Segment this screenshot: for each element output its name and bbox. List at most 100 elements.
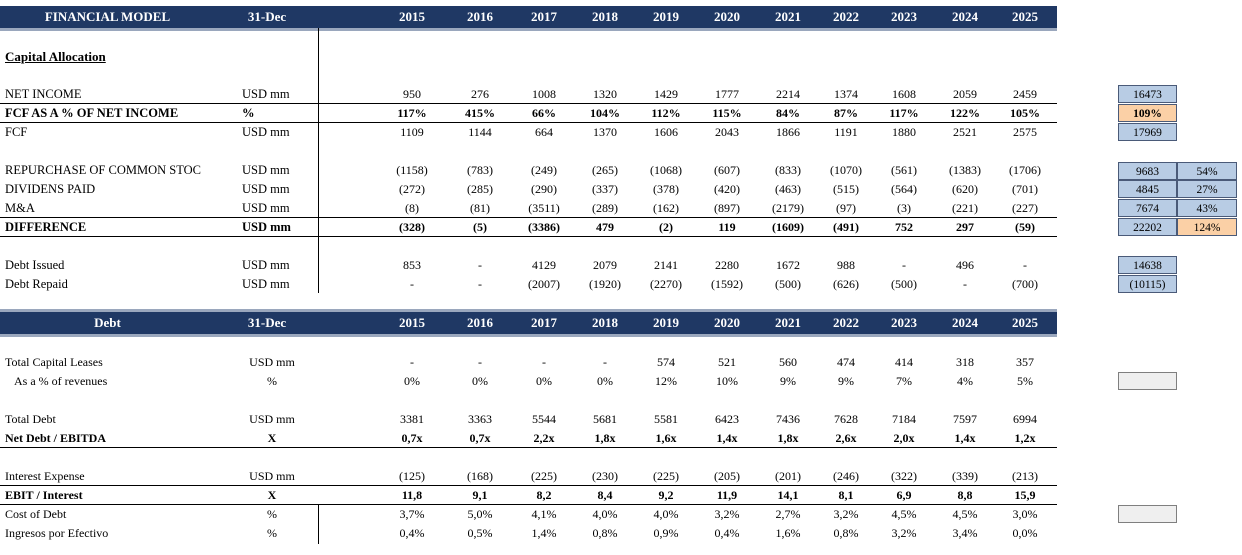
value-cell[interactable]: 8,8 <box>957 488 973 502</box>
value-cell[interactable]: 117% <box>397 106 427 120</box>
side-total-net-income[interactable]: 16473 <box>1118 85 1177 103</box>
value-cell[interactable]: 0,4% <box>399 526 425 540</box>
value-cell[interactable]: 6,9 <box>896 488 912 502</box>
value-cell[interactable]: (2007) <box>528 277 560 291</box>
value-cell[interactable]: 4,1% <box>531 507 557 521</box>
value-cell[interactable]: 2521 <box>953 125 977 139</box>
side-total-debt-repaid[interactable]: (10115) <box>1118 275 1177 293</box>
empty-input-cell[interactable] <box>1118 372 1177 390</box>
value-cell[interactable]: 5,0% <box>467 507 493 521</box>
value-cell[interactable]: 988 <box>837 258 855 272</box>
value-cell[interactable]: - <box>410 355 414 369</box>
value-cell[interactable]: (561) <box>891 163 917 177</box>
value-cell[interactable]: (289) <box>592 201 618 215</box>
side-pct-repurchase[interactable]: 54% <box>1177 162 1237 180</box>
value-cell[interactable]: 5% <box>1017 374 1033 388</box>
side-total-ma[interactable]: 7674 <box>1118 199 1177 217</box>
value-cell[interactable]: (162) <box>653 201 679 215</box>
value-cell[interactable]: 7436 <box>776 412 800 426</box>
value-cell[interactable]: 3363 <box>468 412 492 426</box>
value-cell[interactable]: 574 <box>657 355 675 369</box>
value-cell[interactable]: - <box>478 258 482 272</box>
value-cell[interactable]: (3) <box>897 201 911 215</box>
value-cell[interactable]: 8,2 <box>536 488 552 502</box>
value-cell[interactable]: (81) <box>470 201 490 215</box>
value-cell[interactable]: (1920) <box>589 277 621 291</box>
value-cell[interactable]: 1672 <box>776 258 800 272</box>
value-cell[interactable]: 1,8x <box>594 431 616 445</box>
value-cell[interactable]: 7% <box>896 374 912 388</box>
value-cell[interactable]: (564) <box>891 182 917 196</box>
value-cell[interactable]: (322) <box>891 469 917 483</box>
value-cell[interactable]: 11,8 <box>401 488 423 502</box>
value-cell[interactable]: 4129 <box>532 258 556 272</box>
value-cell[interactable]: 1866 <box>776 125 800 139</box>
value-cell[interactable]: (225) <box>531 469 557 483</box>
value-cell[interactable]: 2280 <box>715 258 739 272</box>
value-cell[interactable]: 7628 <box>834 412 858 426</box>
value-cell[interactable]: (272) <box>399 182 425 196</box>
value-cell[interactable]: 0% <box>472 374 488 388</box>
value-cell[interactable]: 112% <box>651 106 681 120</box>
value-cell[interactable]: 276 <box>471 87 489 101</box>
value-cell[interactable]: 3381 <box>400 412 424 426</box>
value-cell[interactable]: 66% <box>532 106 556 120</box>
value-cell[interactable]: 2079 <box>593 258 617 272</box>
value-cell[interactable]: (1158) <box>396 163 428 177</box>
value-cell[interactable]: 2214 <box>776 87 800 101</box>
value-cell[interactable]: 1,6x <box>655 431 677 445</box>
value-cell[interactable]: (620) <box>952 182 978 196</box>
side-total-repurchase[interactable]: 9683 <box>1118 162 1177 180</box>
value-cell[interactable]: 8,4 <box>597 488 613 502</box>
value-cell[interactable]: (227) <box>1012 201 1038 215</box>
value-cell[interactable]: 5581 <box>654 412 678 426</box>
value-cell[interactable]: 2141 <box>654 258 678 272</box>
value-cell[interactable]: (225) <box>653 469 679 483</box>
side-total-difference[interactable]: 22202 <box>1118 218 1177 236</box>
value-cell[interactable]: 84% <box>776 106 800 120</box>
value-cell[interactable]: 4,0% <box>653 507 679 521</box>
value-cell[interactable]: 950 <box>403 87 421 101</box>
value-cell[interactable]: 9% <box>838 374 854 388</box>
value-cell[interactable]: (783) <box>467 163 493 177</box>
value-cell[interactable]: (337) <box>592 182 618 196</box>
value-cell[interactable]: - <box>542 355 546 369</box>
value-cell[interactable]: (205) <box>714 469 740 483</box>
value-cell[interactable]: 10% <box>716 374 738 388</box>
value-cell[interactable]: 4,5% <box>952 507 978 521</box>
value-cell[interactable]: (1706) <box>1009 163 1041 177</box>
value-cell[interactable]: 474 <box>837 355 855 369</box>
value-cell[interactable]: 115% <box>712 106 742 120</box>
side-total-dividends[interactable]: 4845 <box>1118 180 1177 198</box>
value-cell[interactable]: (1068) <box>650 163 682 177</box>
value-cell[interactable]: 496 <box>956 258 974 272</box>
value-cell[interactable]: 0,8% <box>833 526 859 540</box>
value-cell[interactable]: 1008 <box>532 87 556 101</box>
value-cell[interactable]: (3511) <box>528 201 560 215</box>
value-cell[interactable]: 752 <box>895 220 913 234</box>
value-cell[interactable]: 2575 <box>1013 125 1037 139</box>
value-cell[interactable]: 1,8x <box>777 431 799 445</box>
value-cell[interactable]: 9,2 <box>658 488 674 502</box>
value-cell[interactable]: 119 <box>718 220 736 234</box>
value-cell[interactable]: 7184 <box>892 412 916 426</box>
value-cell[interactable]: 5544 <box>532 412 556 426</box>
value-cell[interactable]: 4,5% <box>891 507 917 521</box>
value-cell[interactable]: 1109 <box>400 125 424 139</box>
value-cell[interactable]: (168) <box>467 469 493 483</box>
value-cell[interactable]: 3,2% <box>833 507 859 521</box>
value-cell[interactable]: (701) <box>1012 182 1038 196</box>
value-cell[interactable]: 1320 <box>593 87 617 101</box>
value-cell[interactable]: 1144 <box>468 125 492 139</box>
value-cell[interactable]: (420) <box>714 182 740 196</box>
value-cell[interactable]: 1,4x <box>954 431 976 445</box>
value-cell[interactable]: 1777 <box>715 87 739 101</box>
value-cell[interactable]: 0,7x <box>401 431 423 445</box>
value-cell[interactable]: 0,9% <box>653 526 679 540</box>
value-cell[interactable]: (201) <box>775 469 801 483</box>
value-cell[interactable]: 2059 <box>953 87 977 101</box>
value-cell[interactable]: 479 <box>596 220 614 234</box>
value-cell[interactable]: (97) <box>836 201 856 215</box>
value-cell[interactable]: (213) <box>1012 469 1038 483</box>
value-cell[interactable]: - <box>410 277 414 291</box>
